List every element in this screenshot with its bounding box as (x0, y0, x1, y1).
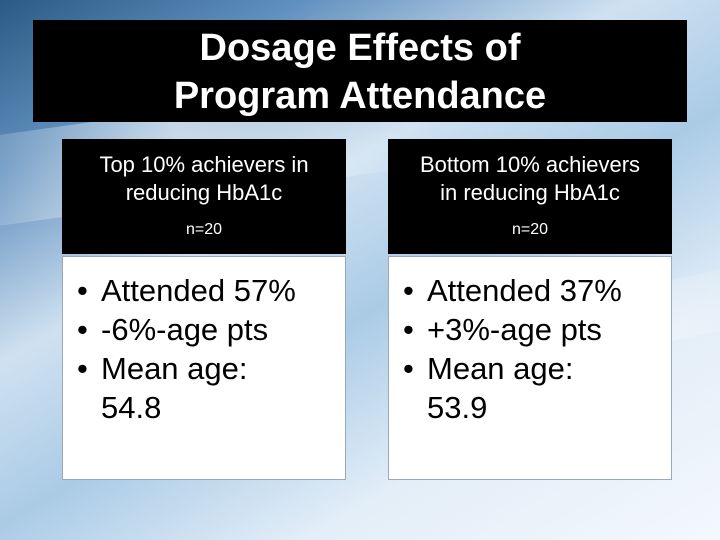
bullet-icon: • (77, 351, 88, 386)
left-column-body: • Attended 57% • -6%-age pts • Mean age: 54… (62, 256, 346, 480)
left-heading-line: reducing HbA1c (125, 180, 283, 205)
bullet-continuation: 53.9 (427, 390, 488, 425)
left-column-header: Top 10% achievers in reducing HbA1c n=20 (62, 139, 346, 254)
bullet-continuation: 54.8 (101, 390, 162, 425)
right-heading-line: Bottom 10% achievers (419, 152, 641, 177)
bullet-icon: • (403, 351, 414, 386)
bullet-icon: • (403, 273, 414, 308)
bullet-item: • Mean age: (77, 351, 248, 386)
bullet-icon: • (403, 312, 414, 347)
bullet-item: • +3%-age pts (403, 312, 602, 347)
slide-title: Dosage Effects of Program Attendance (33, 20, 687, 122)
title-line: Dosage Effects of (199, 27, 521, 69)
bullet-icon: • (77, 312, 88, 347)
right-column-body: • Attended 37% • +3%-age pts • Mean age: 53… (388, 256, 672, 480)
bullet-item: • -6%-age pts (77, 312, 269, 347)
bullet-item: • Attended 37% (403, 273, 622, 308)
title-line: Program Attendance (173, 75, 547, 117)
right-sample-size: n=20 (511, 221, 549, 238)
bullet-item: • Attended 57% (77, 273, 296, 308)
right-column-header: Bottom 10% achievers in reducing HbA1c n… (388, 139, 672, 254)
right-heading-line: in reducing HbA1c (440, 180, 620, 205)
bullet-item: • Mean age: (403, 351, 574, 386)
bullet-icon: • (77, 273, 88, 308)
left-heading-line: Top 10% achievers in (99, 152, 309, 177)
left-sample-size: n=20 (185, 221, 223, 238)
